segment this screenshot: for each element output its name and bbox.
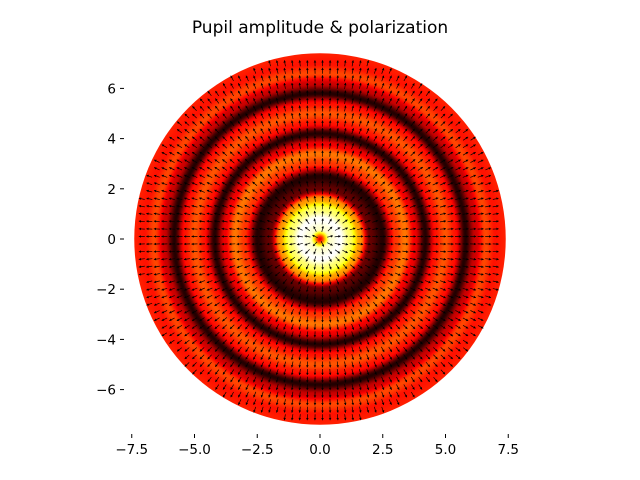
y-tick-label: −2	[96, 282, 116, 298]
x-tick-label: −7.5	[115, 442, 148, 458]
y-tick-label: 2	[107, 182, 116, 198]
chart-title: Pupil amplitude & polarization	[192, 18, 448, 38]
x-tick-label: −5.0	[178, 442, 211, 458]
y-axis: 6 4 2 0 −2 −4 −6	[96, 81, 124, 399]
y-tick-label: −4	[96, 332, 116, 348]
amplitude-ring	[318, 237, 322, 241]
y-tick-label: 0	[107, 232, 116, 248]
x-tick-label: 7.5	[498, 442, 519, 458]
vector-shafts	[138, 60, 499, 421]
pupil-amplitude-map	[134, 53, 506, 425]
y-tick-label: 6	[107, 81, 116, 97]
y-tick-label: 4	[107, 132, 116, 148]
x-tick-label: −2.5	[241, 442, 274, 458]
x-axis: −7.5 −5.0 −2.5 0.0 2.5 5.0 7.5	[115, 434, 519, 458]
x-tick-label: 2.5	[372, 442, 393, 458]
y-tick-label: −6	[96, 383, 116, 399]
x-tick-label: 5.0	[435, 442, 456, 458]
x-tick-label: 0.0	[309, 442, 330, 458]
polarization-vector-field	[138, 60, 499, 421]
